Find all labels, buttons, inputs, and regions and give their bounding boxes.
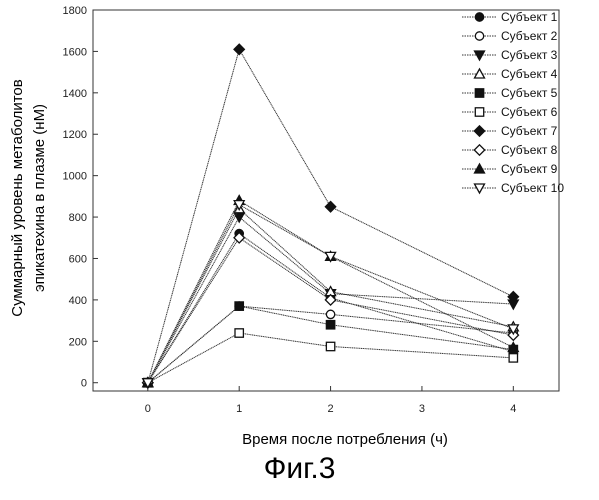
legend-label: Субъект 8 xyxy=(501,143,558,157)
legend: Субъект 1 Субъект 2 Субъект 3 Субъект 4 Субъ… xyxy=(462,10,564,195)
y-tick-label: 1600 xyxy=(63,46,87,58)
legend-marker xyxy=(475,13,483,21)
legend-label: Субъект 3 xyxy=(501,48,558,62)
y-tick-label: 1200 xyxy=(63,129,87,141)
data-point xyxy=(326,342,334,350)
series-6 xyxy=(144,329,518,387)
y-axis-title-line1: Суммарный уровень метаболитов xyxy=(9,79,26,316)
x-tick-label: 4 xyxy=(510,403,516,415)
legend-item: Субъект 4 xyxy=(462,67,558,81)
legend-item: Субъект 3 xyxy=(462,48,558,62)
y-tick-label: 1000 xyxy=(63,171,87,183)
y-axis-title-line2: эпикатехина в плазме (нМ) xyxy=(31,104,48,292)
legend-item: Субъект 1 xyxy=(462,10,558,24)
plot-frame xyxy=(93,10,559,391)
series-layer xyxy=(143,44,519,388)
y-tick-label: 1800 xyxy=(63,5,87,17)
x-tick-label: 0 xyxy=(145,403,151,415)
data-point xyxy=(326,321,334,329)
series-line xyxy=(148,333,513,383)
y-tick-label: 1400 xyxy=(63,88,87,100)
x-tick-label: 2 xyxy=(328,403,334,415)
legend-item: Субъект 10 xyxy=(462,181,564,195)
legend-item: Субъект 9 xyxy=(462,162,558,176)
legend-label: Субъект 1 xyxy=(501,10,558,24)
legend-item: Субъект 2 xyxy=(462,29,558,43)
x-axis-title: Время после потребления (ч) xyxy=(242,431,448,448)
y-tick-label: 0 xyxy=(81,378,87,390)
legend-label: Субъект 10 xyxy=(501,181,564,195)
legend-label: Субъект 9 xyxy=(501,162,558,176)
y-tick-label: 200 xyxy=(69,336,87,348)
legend-item: Субъект 5 xyxy=(462,86,558,100)
axes: 0 200 400 600 800 1000 1200 1400 1600 1800 0 1 2 3 4 xyxy=(63,5,559,415)
y-tick-label: 600 xyxy=(69,253,87,265)
data-point xyxy=(235,302,243,310)
legend-marker xyxy=(474,145,484,155)
legend-marker xyxy=(474,126,484,136)
series-line xyxy=(148,49,513,382)
legend-marker xyxy=(475,32,483,40)
data-point xyxy=(235,329,243,337)
legend-marker xyxy=(475,108,483,116)
legend-item: Субъект 8 xyxy=(462,143,558,157)
legend-item: Субъект 6 xyxy=(462,105,558,119)
legend-marker xyxy=(475,89,483,97)
x-tick-label: 1 xyxy=(236,403,242,415)
y-tick-label: 800 xyxy=(69,212,87,224)
legend-label: Субъект 7 xyxy=(501,124,558,138)
data-point xyxy=(234,44,244,54)
legend-item: Субъект 7 xyxy=(462,124,558,138)
figure-caption: Фиг.3 xyxy=(0,452,599,486)
data-point xyxy=(509,354,517,362)
legend-label: Субъект 4 xyxy=(501,67,558,81)
legend-label: Субъект 5 xyxy=(501,86,558,100)
legend-label: Субъект 2 xyxy=(501,29,558,43)
data-point xyxy=(325,202,335,212)
legend-label: Субъект 6 xyxy=(501,105,558,119)
y-tick-label: 400 xyxy=(69,295,87,307)
data-point xyxy=(326,310,334,318)
x-tick-label: 3 xyxy=(419,403,425,415)
